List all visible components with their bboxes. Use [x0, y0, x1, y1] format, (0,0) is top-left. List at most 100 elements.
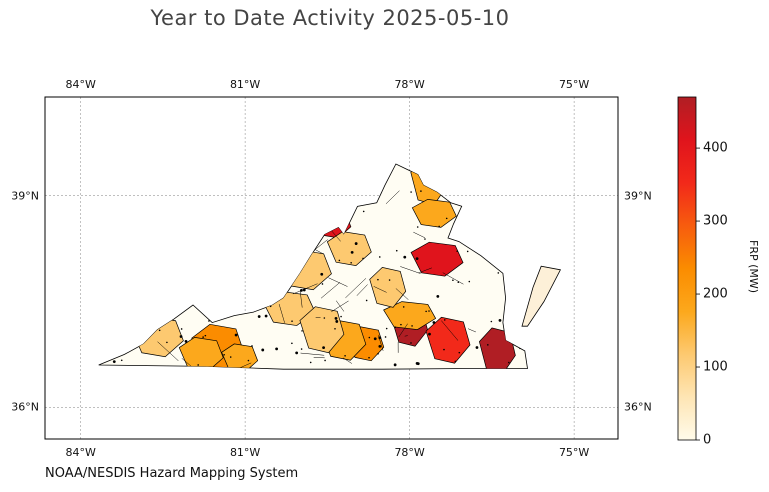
fire-detection-point	[497, 272, 500, 274]
fire-detection-point	[388, 279, 391, 281]
fire-detection-point	[513, 232, 517, 236]
fire-detection-point	[452, 279, 454, 281]
colorbar-tick-label: 0	[703, 432, 712, 448]
fire-detection-point	[479, 214, 481, 217]
fire-detection-point	[316, 168, 319, 171]
fire-detection-point	[108, 196, 111, 199]
fire-detection-point	[470, 167, 473, 170]
fire-detection-point	[301, 330, 303, 332]
virginia-map	[98, 163, 562, 370]
fire-detection-point	[278, 199, 281, 202]
county-border	[160, 306, 164, 323]
fire-detection-point	[438, 225, 440, 228]
fire-detection-point	[503, 170, 507, 174]
fire-detection-point	[247, 359, 250, 362]
fire-detection-point	[443, 319, 446, 321]
county-border	[292, 283, 318, 295]
fire-detection-point	[335, 320, 339, 323]
fire-detection-point	[378, 256, 381, 258]
fire-detection-point	[171, 298, 174, 302]
eastern-shore	[521, 265, 562, 327]
fire-detection-point	[301, 254, 304, 258]
fire-detection-point	[112, 360, 116, 364]
fire-detection-point	[223, 353, 225, 356]
fire-detection-point	[269, 305, 272, 308]
fire-detection-point	[236, 202, 239, 205]
fire-detection-point	[362, 257, 364, 260]
fire-detection-point	[352, 171, 356, 175]
lon-tick-label-bottom: 84°W	[65, 446, 96, 459]
county-border	[171, 233, 186, 244]
county-border	[328, 277, 348, 287]
county-border	[342, 357, 353, 364]
county-border	[299, 291, 303, 308]
fire-detection-point	[175, 268, 178, 271]
colorbar-tick-label: 100	[703, 359, 728, 375]
fire-detection-point	[536, 240, 539, 243]
fire-detection-point	[197, 364, 199, 366]
colorbar-label: FRP (MW)	[747, 240, 760, 294]
fire-detection-point	[291, 342, 293, 345]
fire-detection-point	[225, 246, 229, 249]
lon-tick-label-top: 81°W	[229, 78, 261, 91]
fire-detection-point	[367, 166, 369, 168]
fire-detection-point	[133, 187, 136, 190]
fire-detection-point	[415, 257, 419, 261]
fire-detection-point	[525, 284, 528, 287]
fire-detection-point	[542, 343, 544, 345]
fire-detection-point	[302, 288, 306, 292]
fire-detection-point	[385, 327, 388, 330]
county-border	[331, 300, 349, 313]
fire-detection-point	[462, 216, 464, 219]
fire-detection-point	[249, 264, 252, 266]
fire-detection-point	[436, 295, 440, 298]
fire-detection-point	[365, 299, 368, 302]
fire-detection-point	[136, 340, 138, 343]
fire-detection-point	[196, 240, 199, 244]
lat-tick-label-right: 39°N	[624, 189, 652, 203]
fire-detection-point	[410, 342, 412, 344]
county-border	[395, 288, 409, 300]
fire-detection-point	[309, 361, 312, 364]
fire-detection-point	[289, 256, 293, 259]
county-border	[183, 241, 193, 261]
lat-tick-label-right: 36°N	[624, 400, 652, 414]
lon-tick-label-top: 84°W	[65, 78, 96, 91]
fire-detection-point	[368, 336, 371, 339]
fire-detection-point	[116, 186, 119, 190]
map-frame	[44, 96, 619, 440]
fire-detection-point	[284, 233, 286, 236]
fire-detection-point	[378, 344, 382, 348]
fire-detection-point	[448, 179, 451, 182]
colorbar-tick-label: 200	[703, 286, 728, 302]
county-border	[510, 258, 528, 264]
county-border	[516, 241, 528, 251]
fire-detection-point	[216, 207, 220, 211]
county-border	[123, 283, 134, 291]
fire-detection-point	[184, 339, 188, 343]
fire-detection-point	[386, 169, 389, 171]
county-border	[347, 165, 355, 180]
fire-detection-point	[445, 217, 448, 220]
fire-detection-point	[257, 315, 261, 318]
county-border	[320, 282, 341, 299]
fire-detection-point	[300, 288, 303, 292]
fire-detection-point	[471, 244, 474, 248]
fire-detection-point	[218, 275, 222, 279]
fire-detection-point	[340, 315, 342, 318]
fire-detection-point	[457, 177, 460, 181]
fire-detection-point	[251, 345, 253, 347]
fire-detection-point	[149, 322, 152, 325]
fire-detection-point	[333, 186, 336, 189]
fire-detection-point	[135, 285, 139, 288]
fire-detection-point	[402, 306, 405, 308]
fire-detection-point	[377, 352, 379, 355]
fire-detection-point	[122, 198, 124, 200]
fire-detection-point	[350, 250, 354, 254]
county-pied-a	[369, 267, 407, 308]
fire-detection-point	[166, 341, 168, 344]
fire-detection-point	[319, 185, 322, 188]
fire-detection-point	[514, 328, 517, 331]
fire-detection-point	[424, 181, 426, 184]
fire-detection-point	[272, 180, 275, 182]
